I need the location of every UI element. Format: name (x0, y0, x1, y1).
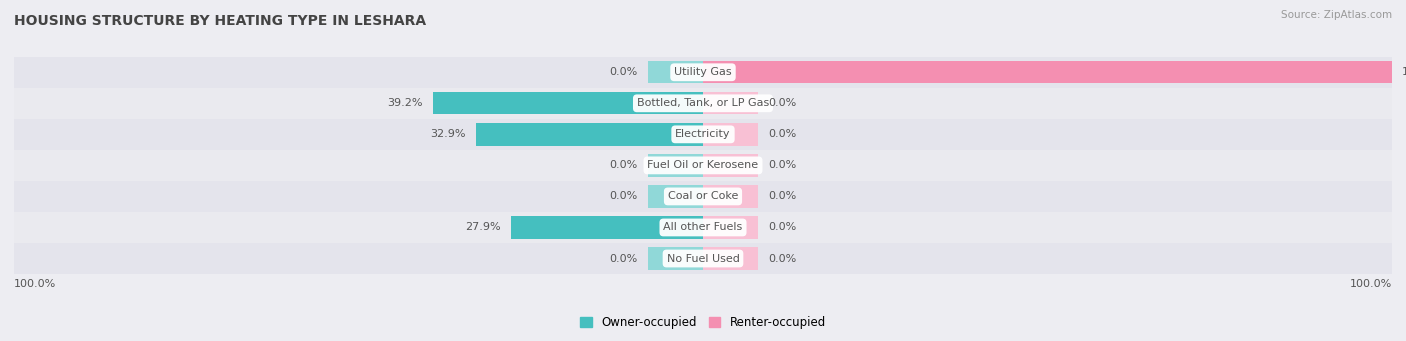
Bar (433, 92, 703, 115)
Text: 0.0%: 0.0% (769, 98, 797, 108)
Text: Source: ZipAtlas.com: Source: ZipAtlas.com (1281, 10, 1392, 20)
Bar (703, 123, 758, 146)
FancyBboxPatch shape (14, 119, 1392, 150)
Bar (703, 216, 758, 239)
Legend: Owner-occupied, Renter-occupied: Owner-occupied, Renter-occupied (575, 311, 831, 334)
Text: Fuel Oil or Kerosene: Fuel Oil or Kerosene (647, 160, 759, 170)
Text: 100.0%: 100.0% (14, 279, 56, 289)
FancyBboxPatch shape (14, 181, 1392, 212)
Text: Coal or Coke: Coal or Coke (668, 191, 738, 202)
Text: 32.9%: 32.9% (430, 129, 465, 139)
Bar (648, 154, 703, 177)
Text: 0.0%: 0.0% (769, 160, 797, 170)
Text: All other Fuels: All other Fuels (664, 222, 742, 233)
Text: 39.2%: 39.2% (387, 98, 423, 108)
Text: 100.0%: 100.0% (1350, 279, 1392, 289)
Text: 0.0%: 0.0% (609, 253, 637, 264)
Text: Electricity: Electricity (675, 129, 731, 139)
FancyBboxPatch shape (14, 57, 1392, 88)
Text: HOUSING STRUCTURE BY HEATING TYPE IN LESHARA: HOUSING STRUCTURE BY HEATING TYPE IN LES… (14, 14, 426, 28)
Text: 27.9%: 27.9% (465, 222, 501, 233)
Bar (703, 185, 758, 208)
Text: 0.0%: 0.0% (769, 222, 797, 233)
Bar (648, 61, 703, 84)
Text: 0.0%: 0.0% (609, 160, 637, 170)
Text: No Fuel Used: No Fuel Used (666, 253, 740, 264)
Text: 0.0%: 0.0% (609, 191, 637, 202)
Bar (510, 216, 703, 239)
Bar (703, 247, 758, 270)
FancyBboxPatch shape (14, 150, 1392, 181)
Bar (703, 154, 758, 177)
Text: Utility Gas: Utility Gas (675, 67, 731, 77)
Text: 0.0%: 0.0% (769, 129, 797, 139)
FancyBboxPatch shape (14, 212, 1392, 243)
Text: 0.0%: 0.0% (769, 253, 797, 264)
Bar (703, 92, 758, 115)
FancyBboxPatch shape (14, 88, 1392, 119)
Bar (477, 123, 703, 146)
Bar (648, 247, 703, 270)
Bar (648, 185, 703, 208)
Text: 100.0%: 100.0% (1402, 67, 1406, 77)
Text: Bottled, Tank, or LP Gas: Bottled, Tank, or LP Gas (637, 98, 769, 108)
Bar (703, 61, 1392, 84)
FancyBboxPatch shape (14, 243, 1392, 274)
Text: 0.0%: 0.0% (609, 67, 637, 77)
Text: 0.0%: 0.0% (769, 191, 797, 202)
